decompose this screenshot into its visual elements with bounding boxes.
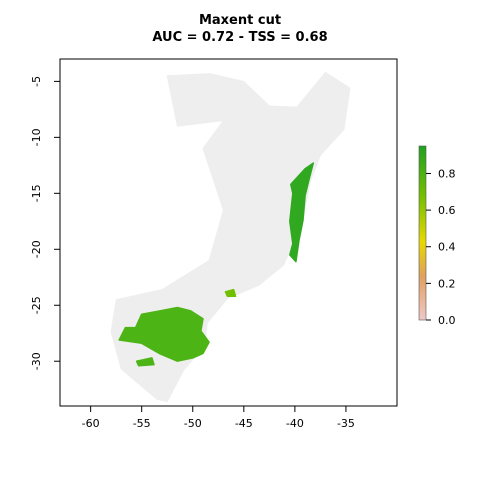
x-tick-label: -45 (235, 417, 253, 430)
y-tick-label: -20 (30, 240, 43, 258)
colorbar-tick-label: 0.8 (438, 167, 456, 180)
suitable-region-east-coast (289, 162, 315, 263)
y-tick-label: -25 (30, 296, 43, 314)
suitable-region-south (118, 306, 210, 362)
colorbar-tick-label: 0.2 (438, 277, 456, 290)
y-tick-label: -15 (30, 184, 43, 202)
map-layer (110, 71, 351, 403)
colorbar-axis: 0.0 0.2 0.4 0.6 0.8 (426, 167, 456, 327)
y-tick-label: -5 (30, 76, 43, 87)
suitable-region-western-spur (135, 357, 155, 367)
x-tick-label: -35 (337, 417, 355, 430)
colorbar (418, 145, 427, 321)
colorbar-tick-label: 0.4 (438, 241, 456, 254)
x-tick-label: -60 (82, 417, 100, 430)
y-tick-label: -30 (30, 352, 43, 370)
chart-title-line2: AUC = 0.72 - TSS = 0.68 (152, 30, 328, 45)
x-tick-label: -50 (184, 417, 202, 430)
colorbar-tick-label: 0.0 (438, 314, 456, 327)
study-area-region (110, 71, 351, 403)
chart-title-line1: Maxent cut (198, 13, 282, 28)
x-tick-label: -40 (286, 417, 304, 430)
colorbar-tick-label: 0.6 (438, 204, 456, 217)
y-tick-label: -10 (30, 128, 43, 146)
suitable-region-central-patch (224, 288, 237, 298)
y-axis: -5 -10 -15 -20 -25 -30 (30, 76, 60, 370)
plot-frame (59, 58, 398, 407)
x-axis: -60 -55 -50 -45 -40 -35 (82, 406, 355, 430)
x-tick-label: -55 (133, 417, 151, 430)
